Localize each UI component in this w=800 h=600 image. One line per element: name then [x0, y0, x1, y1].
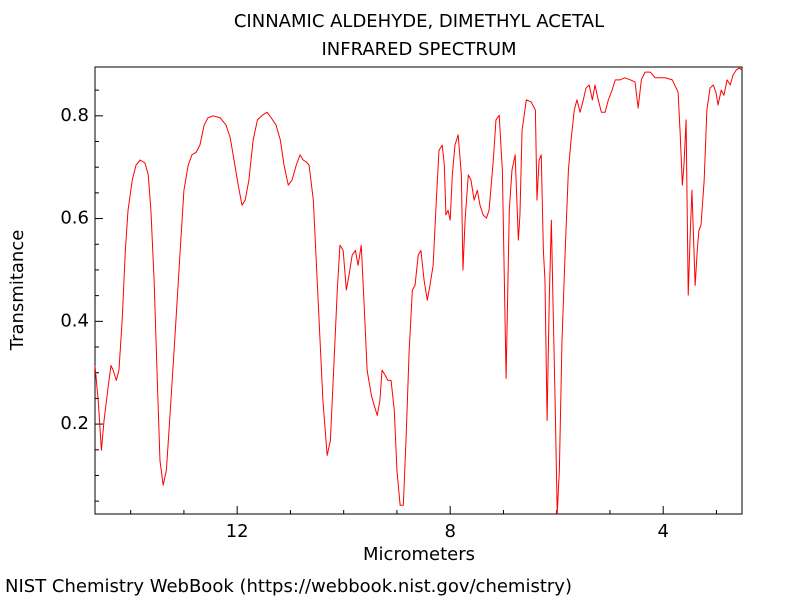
- plot-frame: [94, 66, 743, 515]
- x-tick-label: 4: [657, 521, 668, 542]
- y-tick-label: 0.4: [60, 310, 89, 331]
- y-tick-label: 0.6: [60, 208, 89, 229]
- x-tick-label: 8: [444, 521, 455, 542]
- y-axis-label: Transmitance: [7, 230, 28, 352]
- y-tick-label: 0.8: [60, 105, 89, 126]
- y-tick-label: 0.2: [60, 413, 89, 434]
- spectrum-line: [94, 67, 743, 514]
- x-axis-label: Micrometers: [363, 544, 475, 565]
- source-note: NIST Chemistry WebBook (https://webbook.…: [5, 576, 572, 597]
- chart-subtitle: INFRARED SPECTRUM: [321, 39, 516, 60]
- chart-title: CINNAMIC ALDEHYDE, DIMETHYL ACETAL: [234, 11, 604, 32]
- x-tick-label: 12: [226, 521, 249, 542]
